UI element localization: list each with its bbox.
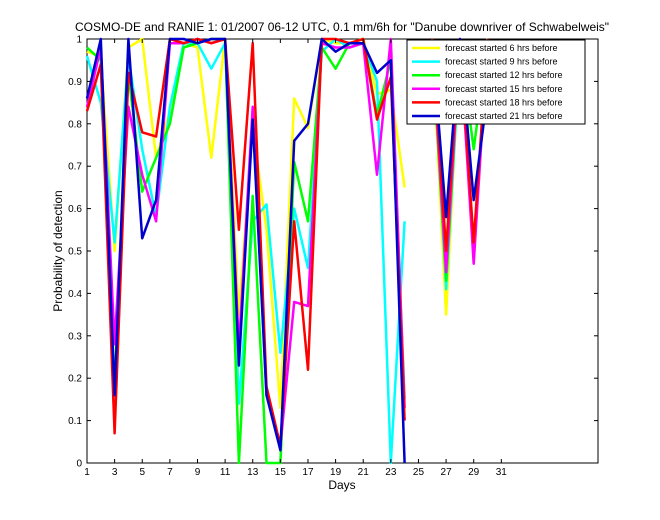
series-line-6	[431, 37, 489, 219]
x-tick-label: 31	[496, 467, 508, 478]
x-tick-label: 29	[468, 467, 480, 478]
x-tick-label: 17	[302, 467, 314, 478]
legend-label-5: forecast started 18 hrs before	[445, 97, 563, 107]
legend: forecast started 6 hrs before forecast st…	[406, 39, 586, 125]
x-tick-label: 11	[220, 467, 231, 478]
y-tick-label: 0.7	[68, 162, 82, 173]
y-tick-label: 0.8	[68, 119, 82, 130]
y-tick-label: 0.9	[68, 77, 82, 88]
x-tick-label: 21	[358, 467, 370, 478]
y-axis-label: Probability of detection	[51, 190, 65, 311]
x-tick-label: 9	[195, 467, 201, 478]
series-line-6	[85, 37, 406, 464]
x-tick-label: 27	[441, 467, 453, 478]
x-axis-ticks: 1 3 5 7 9 11 13 15 17 19 21 23 25 27 29 31	[84, 39, 507, 478]
legend-label-3: forecast started 12 hrs before	[445, 70, 563, 80]
x-tick-label: 13	[247, 467, 259, 478]
x-axis-label: Days	[328, 478, 355, 492]
x-tick-label: 15	[275, 467, 287, 478]
x-tick-label: 7	[167, 467, 173, 478]
y-tick-label: 0.5	[68, 247, 82, 258]
y-tick-label: 0.3	[68, 331, 82, 342]
legend-items: forecast started 6 hrs before forecast st…	[412, 43, 563, 121]
legend-box	[406, 39, 586, 125]
y-tick-label: 0.4	[68, 289, 82, 300]
legend-label-2: forecast started 9 hrs before	[445, 57, 558, 67]
x-tick-label: 5	[139, 467, 145, 478]
x-tick-label: 1	[84, 467, 90, 478]
legend-label-1: forecast started 6 hrs before	[445, 43, 558, 53]
x-tick-label: 3	[112, 467, 118, 478]
x-tick-label: 19	[330, 467, 342, 478]
y-tick-label: 0.2	[68, 374, 82, 385]
x-tick-label: 23	[385, 467, 397, 478]
legend-label-6: forecast started 21 hrs before	[445, 111, 563, 121]
chart-title: COSMO-DE and RANIE 1: 01/2007 06-12 UTC,…	[75, 20, 609, 34]
y-tick-label: 0	[76, 459, 82, 470]
y-tick-label: 0.6	[68, 204, 82, 215]
legend-label-4: forecast started 15 hrs before	[445, 84, 563, 94]
y-tick-label: 1	[76, 35, 82, 46]
y-tick-label: 0.1	[68, 416, 82, 427]
x-tick-label: 25	[413, 467, 425, 478]
y-axis-ticks: 0 0.1 0.2 0.3 0.4 0.5 0.6 0.7 0.8 0.9 1	[68, 35, 598, 470]
